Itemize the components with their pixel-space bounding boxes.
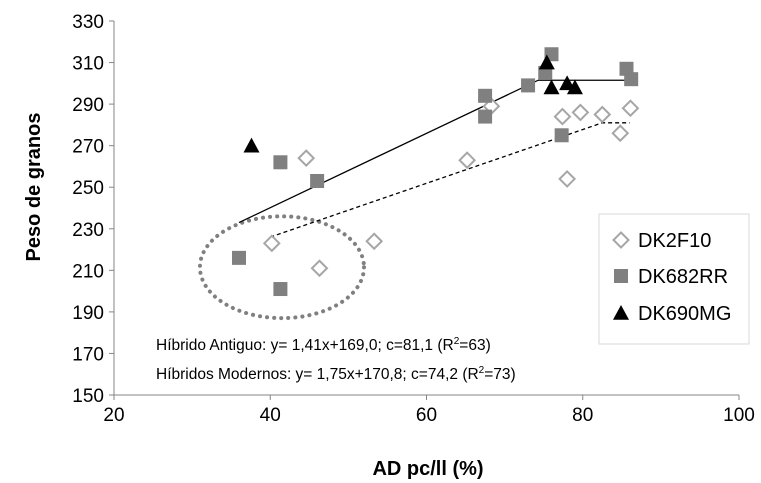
point-dk682rr (273, 155, 288, 170)
y-tick-label: 310 (72, 54, 104, 75)
legend-marker-dk2f10 (612, 231, 630, 249)
legend-markers (612, 231, 630, 320)
point-dk682rr (478, 88, 493, 103)
x-tick-label: 40 (260, 405, 281, 426)
point-dk682rr (232, 250, 246, 265)
equation-antiguo-main: Híbrido Antiguo: y= 1,41x+169,0; c=81,1 … (156, 337, 454, 354)
x-tick-label: 20 (103, 405, 124, 426)
y-tick-label: 330 (72, 12, 104, 33)
x-axis-title: AD pc/ll (%) (372, 458, 483, 480)
point-dk2f10 (458, 151, 477, 170)
y-axis-title: Peso de granos (23, 113, 45, 262)
point-dk682rr (478, 109, 493, 124)
legend: DK2F10 DK682RR DK690MG (598, 213, 750, 345)
x-tick-label: 100 (723, 405, 755, 426)
legend-label-dk2f10: DK2F10 (638, 230, 711, 252)
plot-area: 150 170 190 210 230 250 270 290 310 330 20 40 60 80 10… (72, 12, 755, 426)
point-dk2f10 (365, 232, 384, 251)
y-tick-label: 250 (72, 178, 104, 199)
point-dk2f10 (297, 149, 316, 168)
point-dk682rr (538, 65, 553, 80)
equation-modernos-tail: =73) (484, 366, 515, 383)
point-dk690mg (243, 137, 260, 153)
point-dk2f10 (262, 234, 281, 253)
point-dk2f10 (611, 124, 630, 143)
equation-modernos-sup: 2 (479, 365, 485, 376)
point-dk2f10 (621, 99, 640, 118)
equation-modernos: Híbridos Modernos: y= 1,75x+170,8; c=74,… (156, 365, 516, 383)
y-tick-label: 210 (72, 261, 104, 282)
y-tick-label: 170 (72, 344, 104, 365)
y-tick-label: 190 (72, 303, 104, 324)
point-dk690mg (538, 54, 555, 70)
equation-antiguo: Híbrido Antiguo: y= 1,41x+169,0; c=81,1 … (156, 336, 491, 354)
point-dk690mg (566, 79, 583, 95)
y-tick-label: 290 (72, 95, 104, 116)
legend-label-dk682rr: DK682RR (638, 266, 728, 288)
point-dk690mg (559, 75, 576, 91)
legend-marker-dk690mg (613, 305, 629, 320)
x-tick-label: 60 (416, 405, 437, 426)
equation-modernos-main: Híbridos Modernos: y= 1,75x+170,8; c=74,… (156, 366, 479, 383)
point-dk690mg (543, 79, 560, 95)
point-dk2f10 (558, 169, 577, 188)
point-dk2f10 (571, 103, 590, 122)
point-dk2f10 (310, 259, 329, 278)
legend-marker-dk682rr (614, 269, 628, 283)
point-dk682rr (310, 173, 325, 188)
point-dk682rr (554, 128, 569, 143)
equation-antiguo-sup: 2 (454, 336, 460, 347)
equation-antiguo-tail: =63) (459, 337, 490, 354)
x-tick-label: 80 (572, 405, 593, 426)
point-dk682rr (273, 282, 288, 297)
point-dk2f10 (553, 107, 572, 126)
y-tick-label: 230 (72, 220, 104, 241)
highlight-ellipse (197, 214, 366, 321)
y-tick-label: 150 (72, 386, 104, 407)
fit-line-modernos (270, 122, 630, 238)
fit-line-antiguo (238, 79, 630, 224)
point-dk682rr (521, 78, 536, 93)
legend-label-dk690mg: DK690MG (638, 303, 731, 325)
y-tick-label: 270 (72, 137, 104, 158)
point-dk2f10 (593, 105, 612, 124)
point-dk682rr (624, 72, 639, 87)
